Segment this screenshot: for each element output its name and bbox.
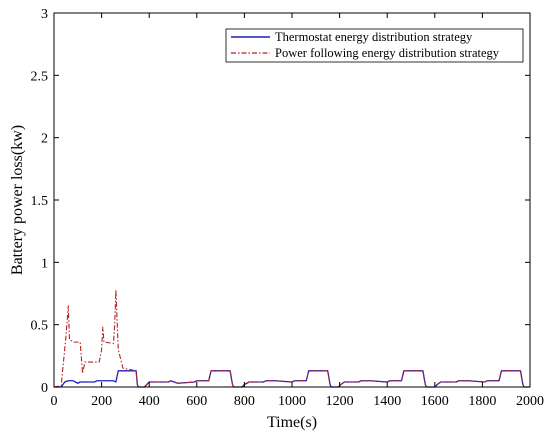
y-tick-label: 0.5 <box>31 319 49 334</box>
x-tick-label: 0 <box>51 394 58 409</box>
y-tick-label: 2 <box>41 132 48 147</box>
x-axis-title: Time(s) <box>267 414 317 431</box>
y-tick-label: 2.5 <box>31 69 49 84</box>
x-tick-label: 2000 <box>516 394 544 409</box>
legend-box <box>225 28 524 63</box>
y-tick-label: 3 <box>41 7 48 22</box>
x-tick-label: 800 <box>234 394 255 409</box>
x-tick-label: 400 <box>139 394 160 409</box>
plot-background <box>54 13 530 387</box>
x-tick-label: 1800 <box>468 394 496 409</box>
series-line-power-following <box>53 289 530 388</box>
series-layer <box>53 289 530 388</box>
x-tick-label: 1600 <box>421 394 449 409</box>
y-axis-title: Battery power loss(kw) <box>9 125 26 275</box>
x-tick-label: 1200 <box>326 394 354 409</box>
y-tick-label: 1 <box>41 256 48 271</box>
legend-label-thermostat: Thermostat energy distribution strategy <box>275 30 473 44</box>
x-tick-label: 1000 <box>278 394 306 409</box>
y-tick-label: 1.5 <box>31 194 49 209</box>
axis-layer: 0 200 400 600 800 1000 1200 1400 1600 1800 2000 0 0.… <box>31 7 545 409</box>
series-line-thermostat <box>54 370 530 388</box>
x-tick-label: 600 <box>186 394 207 409</box>
x-tick-label: 1400 <box>373 394 401 409</box>
plot-frame <box>53 12 531 388</box>
x-tick-label: 200 <box>91 394 112 409</box>
legend-label-power-following: Power following energy distribution stra… <box>275 46 500 60</box>
y-tick-label: 0 <box>41 381 48 396</box>
legend: Thermostat energy distribution strategy … <box>225 28 524 63</box>
